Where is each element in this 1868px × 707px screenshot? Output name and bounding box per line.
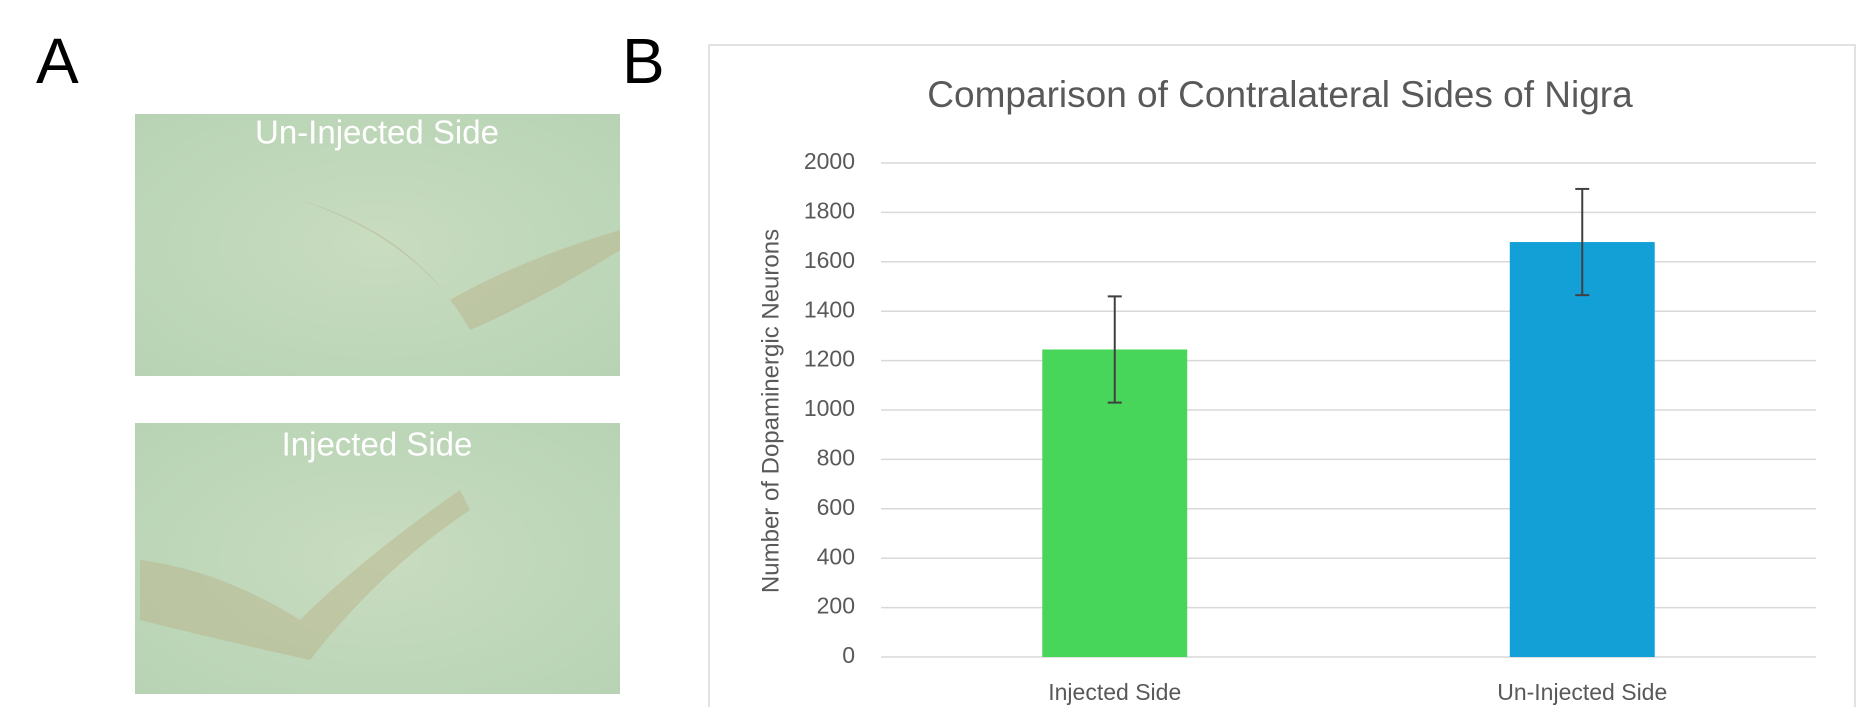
y-tick-label: 1400 bbox=[804, 296, 855, 322]
y-tick-label: 400 bbox=[817, 543, 855, 569]
y-tick-label: 600 bbox=[817, 494, 855, 520]
y-tick-label: 800 bbox=[817, 444, 855, 470]
micrograph bbox=[135, 114, 620, 376]
y-axis-label: Number of Dopaminergic Neurons bbox=[757, 229, 784, 593]
x-tick-label: Un-Injected Side bbox=[1497, 679, 1667, 705]
image-label: Un-Injected Side bbox=[255, 114, 499, 151]
image-label: Injected Side bbox=[282, 426, 473, 463]
panel-label: B bbox=[622, 25, 665, 97]
chart-title: Comparison of Contralateral Sides of Nig… bbox=[927, 74, 1633, 115]
y-tick-label: 0 bbox=[842, 642, 855, 668]
y-tick-label: 1000 bbox=[804, 395, 855, 421]
y-tick-label: 1800 bbox=[804, 197, 855, 223]
y-tick-label: 2000 bbox=[804, 148, 855, 174]
bar bbox=[1510, 242, 1655, 657]
x-tick-label: Injected Side bbox=[1048, 679, 1181, 705]
figure: A B Un-Injected Side Injected Side Compa… bbox=[0, 0, 1868, 707]
panel-label: A bbox=[36, 25, 79, 97]
y-tick-label: 1200 bbox=[804, 346, 855, 372]
y-tick-label: 1600 bbox=[804, 247, 855, 273]
y-tick-label: 200 bbox=[817, 593, 855, 619]
